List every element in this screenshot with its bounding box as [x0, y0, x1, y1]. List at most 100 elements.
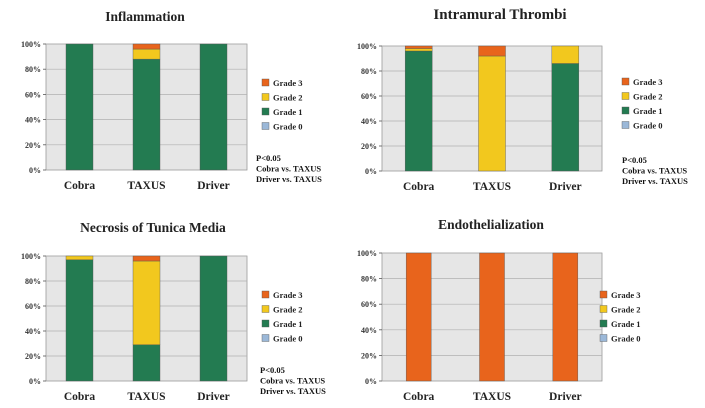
x-tick-label: Cobra — [403, 181, 435, 193]
legend-swatch — [261, 107, 270, 116]
y-tick-label: 100% — [357, 249, 377, 258]
bar-segment-grade-3 — [132, 255, 161, 262]
legend-swatch — [599, 334, 608, 342]
y-tick-label: 60% — [25, 302, 41, 311]
y-tick-label: 0% — [29, 377, 41, 386]
x-tick-label: Driver — [197, 391, 230, 403]
chart-panel-endothelialization: Endothelialization 0% 20% 40% 60% 80% 100% Cobr… — [350, 206, 705, 408]
annotation-line: P<0.05 — [260, 365, 285, 375]
x-tick-label: TAXUS — [473, 391, 511, 403]
bar-segment-grade-3 — [405, 252, 432, 382]
bar-segment-grade-1 — [132, 58, 161, 171]
legend-swatch — [599, 305, 608, 313]
y-tick-label: 0% — [29, 166, 41, 175]
y-tick-label: 20% — [25, 141, 41, 150]
x-tick-label: TAXUS — [127, 391, 165, 403]
annotation-line: Driver vs. TAXUS — [622, 176, 688, 186]
legend-label: Grade 3 — [273, 78, 303, 88]
bar-segment-grade-3 — [479, 252, 505, 382]
bar-segment-grade-2 — [404, 48, 433, 52]
bar-segment-grade-2 — [65, 255, 94, 260]
y-tick-label: 100% — [21, 40, 41, 49]
y-tick-label: 40% — [25, 327, 41, 336]
bar-segment-grade-1 — [132, 344, 161, 382]
legend-label: Grade 1 — [273, 107, 303, 117]
chart-title: Inflammation — [105, 9, 185, 24]
x-tick-label: Cobra — [64, 180, 96, 192]
legend-swatch — [621, 121, 630, 129]
bar-segment-grade-3 — [132, 43, 161, 50]
y-tick-label: 20% — [361, 142, 377, 151]
legend-swatch — [621, 77, 630, 86]
annotation-line: Driver vs. TAXUS — [256, 174, 322, 184]
chart-title: Necrosis of Tunica Media — [80, 220, 226, 235]
legend-label: Grade 0 — [273, 334, 303, 344]
legend-swatch — [261, 122, 270, 130]
chart-svg: Intramural Thrombi 0% 20% 40% 60% 80% 100% Cobr… — [357, 7, 688, 193]
legend-swatch — [261, 334, 270, 342]
legend-swatch — [261, 305, 270, 313]
y-tick-label: 20% — [25, 352, 41, 361]
legend-label: Grade 3 — [611, 290, 641, 300]
y-tick-label: 60% — [361, 300, 377, 309]
bar-segment-grade-1 — [65, 43, 94, 171]
bar-segment-grade-1 — [199, 43, 228, 171]
y-tick-label: 60% — [361, 92, 377, 101]
legend-swatch — [261, 290, 270, 299]
x-tick-label: Driver — [549, 181, 582, 193]
legend-swatch — [621, 92, 630, 100]
x-tick-label: TAXUS — [473, 181, 511, 193]
chart-panel-inflammation: Inflammation 0% 20% 40% 60% 80% 100% Cobra TAXUS… — [0, 0, 350, 200]
legend-label: Grade 2 — [273, 93, 303, 103]
chart-svg: Necrosis of Tunica Media 0% 20% 40% 60% 80% 10… — [21, 220, 326, 403]
legend-label: Grade 1 — [633, 106, 663, 116]
y-tick-label: 40% — [361, 117, 377, 126]
bar-segment-grade-3 — [478, 45, 506, 57]
y-tick-label: 100% — [357, 42, 377, 51]
y-tick-label: 60% — [25, 90, 41, 99]
annotation-line: P<0.05 — [256, 153, 281, 163]
y-tick-label: 0% — [365, 377, 377, 386]
annotation-line: Cobra vs. TAXUS — [622, 166, 687, 176]
chart-panel-necrosis-tunica-media: Necrosis of Tunica Media 0% 20% 40% 60% 80% 10… — [0, 206, 350, 408]
legend-label: Grade 0 — [633, 121, 663, 131]
legend-swatch — [599, 319, 608, 328]
legend-label: Grade 0 — [611, 334, 641, 344]
chart-svg: Endothelialization 0% 20% 40% 60% 80% 100% Cobr… — [357, 217, 641, 403]
x-tick-label: Driver — [197, 180, 230, 192]
legend-swatch — [261, 78, 270, 87]
bar-segment-grade-1 — [551, 63, 580, 172]
legend-label: Grade 3 — [273, 290, 303, 300]
legend-swatch — [261, 93, 270, 101]
chart-svg: Inflammation 0% 20% 40% 60% 80% 100% Cobra TAXUS… — [21, 9, 322, 192]
annotation-line: Driver vs. TAXUS — [260, 386, 326, 396]
bar-segment-grade-2 — [551, 45, 580, 64]
y-tick-label: 0% — [365, 167, 377, 176]
x-tick-label: TAXUS — [127, 180, 165, 192]
y-tick-label: 40% — [25, 116, 41, 125]
y-tick-label: 20% — [361, 351, 377, 360]
legend-label: Grade 1 — [611, 319, 641, 329]
bar-segment-grade-2 — [478, 55, 506, 172]
legend-label: Grade 0 — [273, 122, 303, 132]
y-tick-label: 80% — [361, 67, 377, 76]
x-tick-label: Cobra — [64, 391, 96, 403]
bar-segment-grade-1 — [65, 259, 94, 382]
chart-title: Intramural Thrombi — [433, 7, 566, 23]
y-tick-label: 100% — [21, 252, 41, 261]
bar-segment-grade-3 — [552, 252, 579, 382]
y-tick-label: 80% — [25, 65, 41, 74]
y-tick-label: 80% — [361, 275, 377, 284]
legend-swatch — [621, 106, 630, 115]
legend-label: Grade 3 — [633, 77, 663, 87]
bar-segment-grade-1 — [199, 255, 228, 382]
y-tick-label: 80% — [25, 277, 41, 286]
legend-label: Grade 2 — [633, 92, 663, 102]
annotation-line: Cobra vs. TAXUS — [256, 164, 321, 174]
chart-title: Endothelialization — [438, 217, 544, 232]
bar-segment-grade-2 — [132, 48, 161, 60]
chart-panel-intramural-thrombi: Intramural Thrombi 0% 20% 40% 60% 80% 100% Cobr… — [350, 0, 705, 205]
bar-segment-grade-2 — [132, 260, 161, 345]
legend-swatch — [261, 319, 270, 328]
